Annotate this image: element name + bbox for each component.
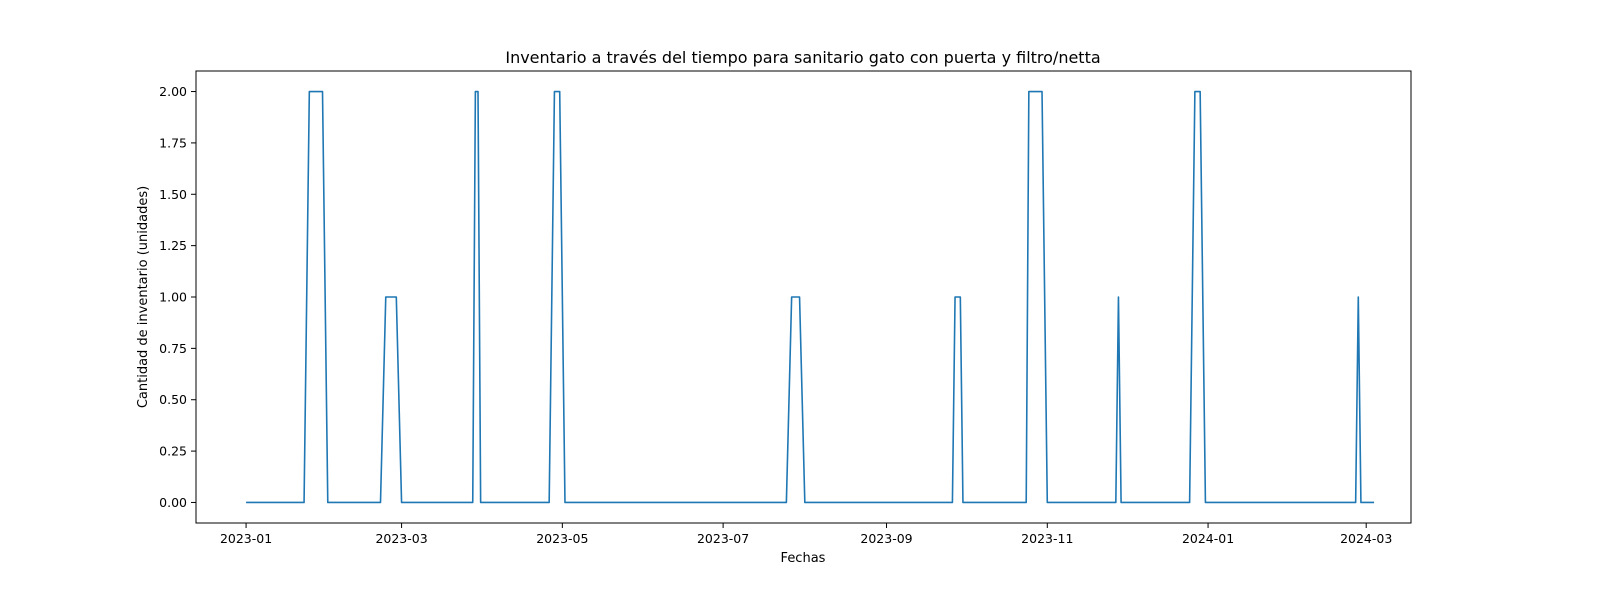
y-tick-label: 2.00: [159, 84, 187, 99]
y-axis: 0.00 0.25 0.50 0.75 1.00 1.25 1.50 1.75 2.00: [159, 84, 196, 510]
x-tick-label: 2023-05: [536, 531, 588, 546]
y-tick-label: 0.50: [159, 392, 187, 407]
y-tick-label: 1.25: [159, 238, 187, 253]
x-tick-label: 2023-11: [1021, 531, 1073, 546]
x-axis-label: Fechas: [781, 551, 826, 566]
y-tick-label: 0.75: [159, 341, 187, 356]
x-tick-label: 2023-07: [697, 531, 749, 546]
chart-title: Inventario a través del tiempo para sani…: [505, 48, 1100, 67]
x-tick-label: 2023-03: [375, 531, 427, 546]
y-tick-label: 1.75: [159, 135, 187, 150]
x-tick-label: 2023-09: [860, 531, 912, 546]
y-tick-label: 1.50: [159, 187, 187, 202]
x-axis: 2023-01 2023-03 2023-05 2023-07 2023-09 2023-…: [220, 523, 1392, 546]
x-tick-label: 2023-01: [220, 531, 272, 546]
series-line-1: [246, 90, 1375, 504]
y-axis-label: Cantidad de inventario (unidades): [136, 186, 151, 408]
y-tick-label: 1.00: [159, 290, 187, 305]
y-tick-label: 0.25: [159, 444, 187, 459]
y-tick-label: 0.00: [159, 495, 187, 510]
x-tick-label: 2024-01: [1182, 531, 1234, 546]
plot-area: [246, 90, 1375, 504]
x-tick-label: 2024-03: [1340, 531, 1392, 546]
